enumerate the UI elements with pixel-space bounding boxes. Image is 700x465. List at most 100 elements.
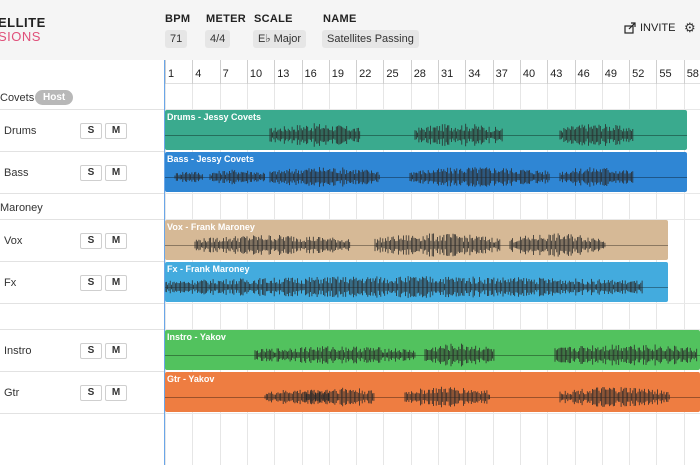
gtr-mute-button[interactable]: M (105, 385, 127, 401)
track-list-panel (0, 60, 165, 465)
region-label: Bass - Jessy Covets (167, 154, 255, 164)
bass-mute-button[interactable]: M (105, 165, 127, 181)
host-badge: Host (35, 90, 74, 105)
grid-row-divider (165, 303, 700, 304)
ruler-bar-number: 16 (304, 68, 317, 80)
ruler-bar-number: 13 (277, 68, 290, 80)
ruler-tick (465, 60, 467, 84)
grid-row-divider (165, 413, 700, 414)
region-label: Vox - Frank Maroney (167, 222, 255, 232)
grid-row-divider (165, 109, 700, 110)
gear-icon[interactable]: ⚙ (684, 20, 696, 35)
ruler-bar-number: 52 (632, 68, 645, 80)
ruler-tick (219, 60, 221, 84)
grid-row-divider (165, 329, 700, 330)
waveform-path (174, 167, 634, 187)
ruler-tick (519, 60, 521, 84)
waveform-path (254, 343, 698, 367)
waveform-baseline (165, 135, 687, 136)
playhead[interactable] (164, 60, 165, 465)
grid-row-divider (165, 193, 700, 194)
ruler-bar-number: 46 (577, 68, 590, 80)
track-name-vox: Vox (4, 235, 23, 247)
region-label: Fx - Frank Maroney (167, 264, 250, 274)
ruler-bar-number: 7 (222, 68, 229, 80)
ruler-bar-number: 49 (604, 68, 618, 80)
scale-field[interactable]: E♭ Major (253, 30, 307, 48)
region-bass[interactable]: Bass - Jessy Covets (165, 152, 687, 192)
ruler-tick (410, 60, 412, 84)
ruler-tick (656, 60, 658, 84)
ruler-tick (601, 60, 603, 84)
ruler-tick (246, 60, 248, 84)
region-vox[interactable]: Vox - Frank Maroney (165, 220, 668, 260)
meter-field[interactable]: 4/4 (205, 30, 231, 48)
ruler-tick (547, 60, 549, 84)
waveform-path (269, 123, 634, 147)
ruler-tick (165, 60, 166, 84)
ruler-tick (328, 60, 330, 84)
ruler-bar-number: 37 (495, 68, 508, 80)
instro-solo-button[interactable]: S (80, 343, 102, 359)
ruler-bar-number: 4 (195, 68, 202, 80)
ruler-bar-number: 28 (413, 68, 426, 80)
waveform (269, 123, 634, 147)
region-instro[interactable]: Instro - Yakov (165, 330, 700, 370)
grid-row-divider (165, 219, 700, 220)
invite-button[interactable]: INVITE (624, 22, 675, 34)
ruler-bar-number: 58 (686, 68, 699, 80)
ruler-tick (492, 60, 494, 84)
group-name-covets: Covets (0, 92, 35, 104)
row-divider (0, 219, 165, 220)
invite-label: INVITE (640, 22, 676, 34)
share-icon (624, 22, 636, 34)
row-divider (0, 261, 165, 262)
ruler-tick (683, 60, 685, 84)
track-name-drums: Drums (4, 125, 37, 137)
song-name-field[interactable]: Satellites Passing (322, 30, 419, 48)
group-name-maroney: Maroney (0, 202, 43, 214)
drums-mute-button[interactable]: M (105, 123, 127, 139)
timeline-ruler[interactable]: 1 4 7 10 13 16 19 22 25 28 31 34 37 40 43 46 49 52 55 58 (165, 60, 700, 84)
region-label: Drums - Jessy Covets (167, 112, 262, 122)
ruler-tick (629, 60, 631, 84)
region-fx[interactable]: Fx - Frank Maroney (165, 262, 668, 302)
track-name-bass: Bass (4, 167, 29, 179)
waveform-baseline (165, 287, 668, 288)
vox-mute-button[interactable]: M (105, 233, 127, 249)
waveform (254, 343, 698, 367)
track-name-gtr: Gtr (4, 387, 20, 399)
bpm-label: BPM (165, 13, 191, 25)
region-drums[interactable]: Drums - Jessy Covets (165, 110, 687, 150)
region-label: Gtr - Yakov (167, 374, 215, 384)
waveform (165, 276, 643, 298)
ruler-tick (192, 60, 194, 84)
waveform-path (194, 233, 606, 257)
waveform-path (165, 276, 643, 298)
waveform (194, 233, 606, 257)
region-gtr[interactable]: Gtr - Yakov (165, 372, 700, 412)
ruler-bar-number: 22 (359, 68, 372, 80)
bpm-field[interactable]: 71 (165, 30, 188, 48)
instro-mute-button[interactable]: M (105, 343, 127, 359)
name-label: NAME (323, 13, 357, 25)
ruler-tick (356, 60, 358, 84)
ruler-bar-number: 10 (249, 68, 263, 80)
bass-solo-button[interactable]: S (80, 165, 102, 181)
fx-solo-button[interactable]: S (80, 275, 102, 291)
ruler-bar-number: 55 (659, 68, 672, 80)
waveform (174, 167, 634, 187)
row-divider (0, 329, 165, 330)
gtr-solo-button[interactable]: S (80, 385, 102, 401)
app-logo-line1: ELLITE (0, 15, 46, 30)
row-divider (0, 303, 165, 304)
ruler-bar-number: 19 (331, 68, 345, 80)
ruler-bar-number: 25 (386, 68, 399, 80)
ruler-tick (301, 60, 303, 84)
app-logo-line2: SIONS (0, 29, 41, 44)
vox-solo-button[interactable]: S (80, 233, 102, 249)
meter-label: METER (206, 13, 246, 25)
fx-mute-button[interactable]: M (105, 275, 127, 291)
drums-solo-button[interactable]: S (80, 123, 102, 139)
ruler-bar-number: 1 (168, 68, 175, 80)
